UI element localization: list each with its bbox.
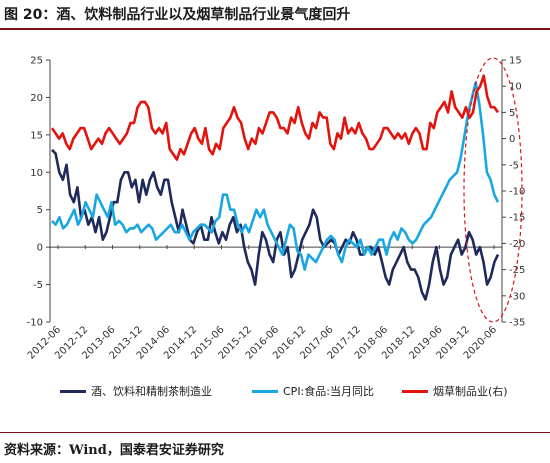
right-tick-label: -30 bbox=[509, 291, 525, 302]
right-axis: 15 10 5 0 -5 -10 -15 -20 -25 -30 -35 bbox=[502, 56, 525, 329]
source-note: 资料来源：Wind，国泰君安证券研究 bbox=[4, 443, 224, 458]
right-tick-label: -10 bbox=[509, 187, 525, 198]
right-tick-label: -25 bbox=[509, 265, 525, 276]
right-tick-label: -15 bbox=[509, 213, 525, 224]
highlight-ellipse bbox=[463, 57, 523, 323]
right-tick-label: 0 bbox=[509, 134, 515, 145]
left-tick-label: 5 bbox=[37, 205, 43, 216]
series-line-2 bbox=[51, 81, 500, 271]
x-axis: 2012-062012-122013-062013-122014-062014-… bbox=[26, 245, 499, 362]
right-tick-label: -5 bbox=[509, 160, 519, 171]
left-axis: 25 20 15 10 5 0 -5 -10 bbox=[27, 56, 50, 329]
legend-label: 酒、饮料和精制茶制造业 bbox=[91, 385, 212, 398]
legend-item-2: CPI:食品:当月同比 bbox=[252, 380, 374, 402]
chart: 25 20 15 10 5 0 -5 -10 15 10 5 0 -5 -10 -15 -20 -25 -30 -… bbox=[26, 56, 526, 362]
legend-item-3: 烟草制品业(右) bbox=[402, 380, 508, 402]
right-tick-label: 5 bbox=[509, 108, 515, 119]
source-bar: 资料来源：Wind，国泰君安证券研究 bbox=[0, 432, 550, 463]
legend-swatch bbox=[252, 389, 278, 393]
right-tick-label: 10 bbox=[509, 82, 522, 93]
legend-swatch bbox=[60, 389, 86, 393]
right-tick-label: -20 bbox=[509, 239, 525, 250]
legend-item-1: 酒、饮料和精制茶制造业 bbox=[60, 380, 212, 402]
left-tick-label: 15 bbox=[30, 130, 43, 141]
legend-label: CPI:食品:当月同比 bbox=[283, 385, 374, 398]
right-tick-label: -35 bbox=[509, 318, 525, 329]
legend-label: 烟草制品业(右) bbox=[433, 385, 508, 398]
left-tick-label: -5 bbox=[33, 280, 43, 291]
left-tick-label: 20 bbox=[30, 93, 43, 104]
left-tick-label: -10 bbox=[27, 318, 43, 329]
right-tick-label: 15 bbox=[509, 56, 522, 67]
legend-swatch bbox=[402, 389, 428, 393]
left-tick-label: 0 bbox=[37, 243, 43, 254]
figure-title: 图 20：酒、饮料制品行业以及烟草制品行业景气度回升 bbox=[4, 7, 351, 23]
series-line-1 bbox=[51, 148, 500, 301]
series-line-3 bbox=[50, 74, 500, 161]
annotation-layer bbox=[463, 57, 523, 323]
series-layer bbox=[50, 74, 500, 301]
title-bar: 图 20：酒、饮料制品行业以及烟草制品行业景气度回升 bbox=[0, 0, 550, 30]
left-tick-label: 10 bbox=[30, 168, 43, 179]
legend: 酒、饮料和精制茶制造业 CPI:食品:当月同比 烟草制品业(右) bbox=[0, 380, 550, 404]
left-tick-label: 25 bbox=[30, 56, 43, 67]
